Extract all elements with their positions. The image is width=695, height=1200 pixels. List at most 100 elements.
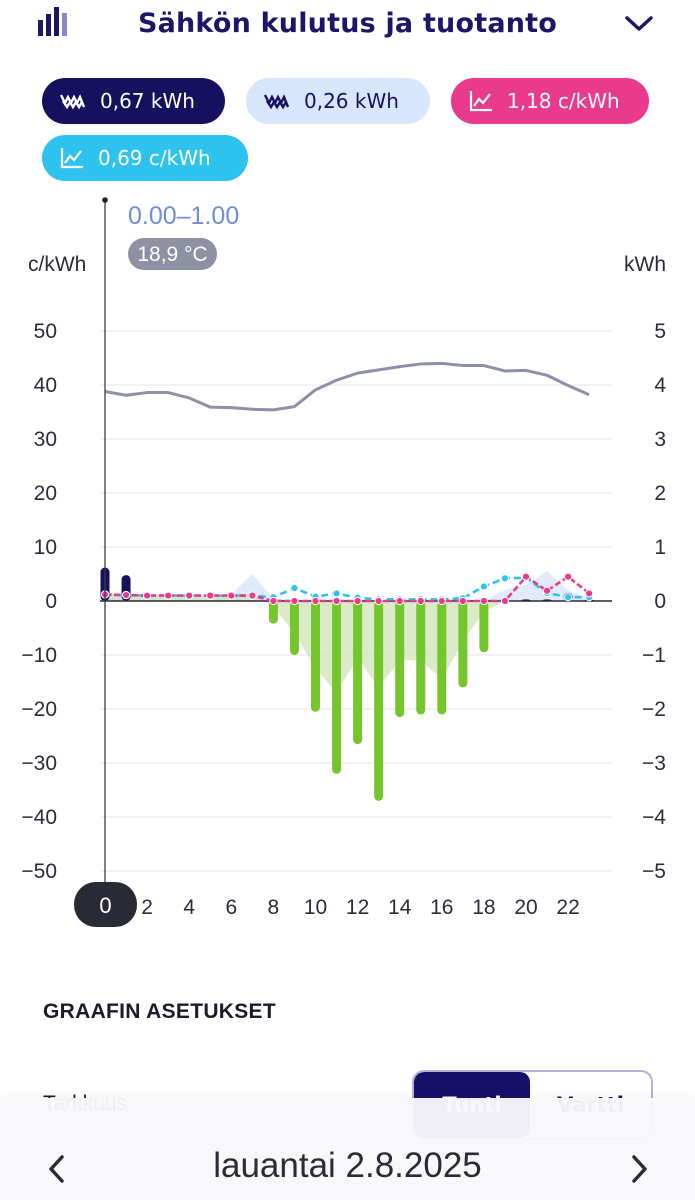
time-range: 0.00–1.00 xyxy=(128,202,239,230)
spot-price-point xyxy=(521,572,531,581)
energy-chart[interactable]: 0.00–1.00 18,9 °C c/kWh kWh 50403020100−… xyxy=(0,190,695,950)
right-tick-label: 2 xyxy=(654,482,666,505)
consumption-value: 0,67 kWh xyxy=(100,89,195,113)
transfer-price-value: 0,69 c/kWh xyxy=(98,146,211,170)
spot-price-point xyxy=(437,596,446,606)
left-tick-label: −10 xyxy=(21,644,57,667)
spot-price-point xyxy=(374,596,383,606)
left-tick-label: −20 xyxy=(21,698,57,721)
spot-price-point xyxy=(227,591,236,600)
electricity-icon xyxy=(60,91,86,111)
left-tick-label: −50 xyxy=(21,860,57,883)
production-value: 0,26 kWh xyxy=(304,89,399,113)
settings-heading: GRAAFIN ASETUKSET xyxy=(43,1000,276,1023)
spot-price-point xyxy=(248,591,257,600)
temperature-line xyxy=(104,361,590,412)
right-tick-label: 1 xyxy=(654,536,666,559)
production-bar xyxy=(374,601,384,801)
right-tick-label: 3 xyxy=(654,428,666,451)
x-tick-label: 20 xyxy=(514,896,537,919)
left-tick-label: 50 xyxy=(34,320,57,343)
right-tick-label: 5 xyxy=(654,320,666,343)
spot-price-point xyxy=(353,596,362,606)
right-tick-label: 4 xyxy=(654,374,666,397)
spot-price-point xyxy=(185,591,194,600)
spot-price-point xyxy=(564,572,573,581)
x-tick-label: 16 xyxy=(430,896,453,919)
bar-chart-icon[interactable] xyxy=(36,4,76,42)
left-tick-label: −40 xyxy=(21,806,57,829)
production-bar xyxy=(458,601,468,688)
x-tick-label: 22 xyxy=(556,896,579,919)
header: Sähkön kulutus ja tuotanto xyxy=(0,0,695,52)
transfer-price-chip[interactable]: 0,69 c/kWh xyxy=(42,135,248,181)
spot-price-point xyxy=(500,596,510,606)
right-axis-unit: kWh xyxy=(624,253,666,276)
spot-price-point xyxy=(479,596,488,606)
production-bar xyxy=(353,601,363,745)
x-tick-label: 8 xyxy=(268,896,280,919)
production-bar xyxy=(332,601,342,774)
line-chart-icon xyxy=(469,90,493,112)
current-date[interactable]: lauantai 2.8.2025 xyxy=(213,1146,482,1185)
spot-price-point xyxy=(458,596,467,606)
x-tick-label: 2 xyxy=(141,896,153,919)
spot-price-point xyxy=(395,596,404,606)
page-title: Sähkön kulutus ja tuotanto xyxy=(137,8,558,39)
right-tick-label: −1 xyxy=(642,644,666,667)
temperature-value: 18,9 °C xyxy=(137,243,207,266)
spot-price-point xyxy=(206,591,215,600)
right-tick-label: −5 xyxy=(642,860,666,883)
left-axis-unit: c/kWh xyxy=(28,253,86,276)
spot-price-point xyxy=(143,591,152,600)
spot-price-point xyxy=(416,596,425,606)
spot-price-line xyxy=(104,575,590,603)
spot-price-point xyxy=(542,586,552,595)
right-axis-ticks: 5 4 3 2 1 0 −1 −2 −3 −4 −5 xyxy=(642,320,666,883)
left-tick-label: 40 xyxy=(34,374,57,397)
consumption-chip[interactable]: 0,67 kWh xyxy=(42,78,225,124)
production-bar xyxy=(479,601,489,653)
spot-price-chip[interactable]: 1,18 c/kWh xyxy=(451,78,649,124)
spot-price-point xyxy=(269,596,278,606)
transfer-price-point xyxy=(500,574,510,583)
right-tick-label: −3 xyxy=(642,752,666,775)
temperature-badge xyxy=(128,238,217,270)
date-navigation-bar: lauantai 2.8.2025 xyxy=(0,1098,695,1200)
x-tick-label: 12 xyxy=(346,896,369,919)
chevron-left-icon[interactable] xyxy=(44,1154,70,1188)
production-bar xyxy=(395,601,405,718)
production-bar xyxy=(289,601,299,655)
production-bar xyxy=(268,601,278,624)
transfer-price-point xyxy=(479,582,488,591)
x-tick-label: 14 xyxy=(388,896,412,919)
spot-price-value: 1,18 c/kWh xyxy=(507,89,620,113)
left-tick-label: 0 xyxy=(45,590,57,613)
production-bar xyxy=(437,601,447,715)
forecast-area xyxy=(105,592,590,693)
selected-hour-label: 0 xyxy=(99,893,111,918)
spot-price-point xyxy=(332,596,341,606)
left-tick-label: 10 xyxy=(34,536,57,559)
production-bar xyxy=(416,601,426,715)
x-tick-label: 6 xyxy=(225,896,237,919)
x-axis-ticks: 2 4 6 8 10 12 14 16 18 20 22 xyxy=(141,896,580,919)
right-tick-label: −4 xyxy=(642,806,666,829)
x-tick-label: 4 xyxy=(183,896,195,919)
lines xyxy=(100,361,594,606)
chevron-right-icon[interactable] xyxy=(626,1154,652,1188)
transfer-price-point xyxy=(290,583,299,593)
electricity-icon xyxy=(264,91,290,111)
forecast-areas xyxy=(105,571,590,693)
x-tick-label: 10 xyxy=(304,896,327,919)
selected-hour-marker[interactable] xyxy=(74,882,137,927)
transfer-price-point xyxy=(332,589,341,598)
production-chip[interactable]: 0,26 kWh xyxy=(246,78,430,124)
left-tick-label: 20 xyxy=(34,482,57,505)
line-chart-icon xyxy=(60,147,84,169)
chevron-down-icon[interactable] xyxy=(624,12,654,40)
selection-cursor-dot xyxy=(102,197,108,203)
right-tick-label: 0 xyxy=(654,590,666,613)
transfer-price-point xyxy=(564,593,573,602)
production-bar xyxy=(311,601,320,712)
